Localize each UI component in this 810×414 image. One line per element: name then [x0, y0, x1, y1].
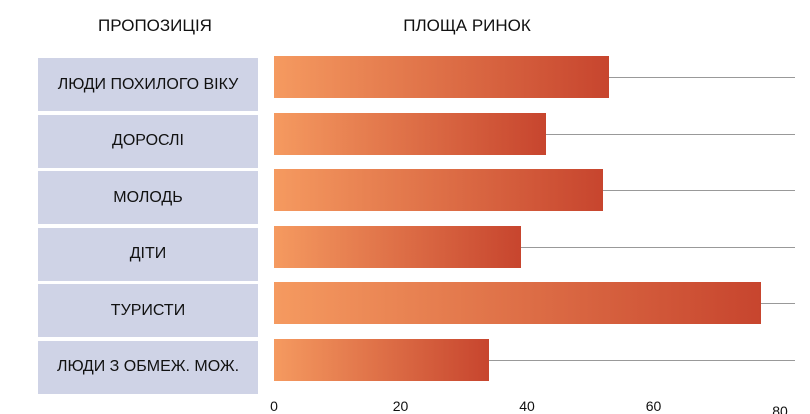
x-tick-label: 40 [519, 398, 535, 414]
category-label: ЛЮДИ ПОХИЛОГО ВІКУ [38, 58, 258, 111]
bar [274, 282, 762, 324]
row-line [274, 359, 795, 361]
category-label: ТУРИСТИ [38, 284, 258, 337]
chart-title: ПЛОЩА РИНОК [403, 16, 531, 35]
x-tick-label: 80 [772, 403, 788, 414]
row-line [274, 246, 795, 248]
bar [274, 56, 610, 98]
bar [274, 169, 603, 211]
bar [274, 338, 490, 381]
bar [274, 225, 521, 268]
category-header: ПРОПОЗИЦІЯ [98, 16, 212, 35]
category-label: МОЛОДЬ [38, 171, 258, 224]
category-label: ДІТИ [38, 227, 258, 281]
x-tick-label: 0 [270, 398, 278, 414]
x-tick-label: 20 [392, 398, 409, 414]
bar [274, 112, 546, 155]
x-tick-label: 60 [645, 398, 662, 414]
category-label: ДОРОСЛІ [38, 114, 258, 168]
category-label: ЛЮДИ З ОБМЕЖ. МОЖ. [38, 340, 258, 394]
